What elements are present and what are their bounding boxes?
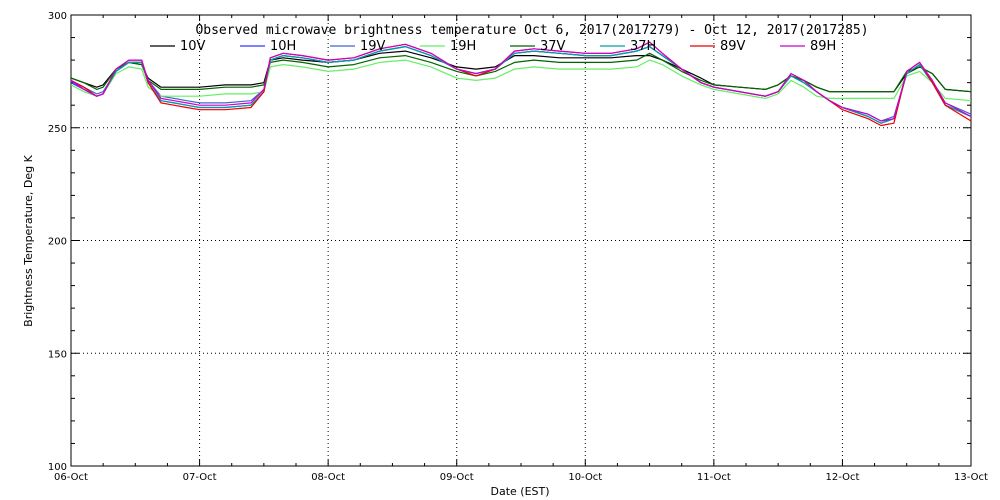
x-tick-label: 08-Oct — [311, 472, 345, 483]
legend-label-37v: 37V — [540, 39, 566, 54]
x-tick-label: 10-Oct — [568, 472, 602, 483]
series-lines — [70, 41, 972, 127]
x-tick-label: 06-Oct — [54, 472, 88, 483]
x-tick-label: 13-Oct — [954, 472, 988, 483]
legend-label-19v: 19V — [360, 39, 386, 54]
legend-label-89h: 89H — [810, 39, 836, 54]
legend-label-10h: 10H — [270, 39, 296, 54]
series-line-37h — [70, 45, 972, 124]
grid — [71, 15, 971, 466]
y-tick-label: 200 — [48, 237, 67, 248]
legend-label-10v: 10V — [180, 39, 206, 54]
x-tick-label: 11-Oct — [697, 472, 731, 483]
y-axis-label: Brightness Temperature, Deg K — [22, 154, 35, 326]
series-line-89h — [70, 41, 972, 122]
legend-label-89v: 89V — [720, 39, 746, 54]
x-tick-label: 12-Oct — [825, 472, 859, 483]
y-tick-label: 150 — [48, 349, 67, 360]
series-line-37v — [70, 52, 972, 93]
series-line-89v — [70, 41, 972, 127]
series-line-10h — [70, 45, 972, 124]
x-axis-label: Date (EST) — [490, 485, 549, 498]
x-tick-label: 07-Oct — [183, 472, 217, 483]
legend-label-19h: 19H — [450, 39, 476, 54]
y-tick-label: 250 — [48, 124, 67, 135]
y-tick-label: 300 — [48, 11, 67, 22]
chart-title: Observed microwave brightness temperatur… — [195, 23, 868, 38]
legend-label-37h: 37H — [630, 39, 656, 54]
series-line-19h — [70, 59, 972, 102]
series-line-10v — [70, 50, 972, 93]
legend: 10V 10H 19V 19H 37V 37H 89V 89H — [150, 39, 836, 54]
x-tick-label: 09-Oct — [440, 472, 474, 483]
axis-ticks: 06-Oct 07-Oct 08-Oct 09-Oct 10-Oct 11-Oct 12-O… — [48, 11, 988, 483]
y-tick-label: 100 — [48, 462, 67, 473]
